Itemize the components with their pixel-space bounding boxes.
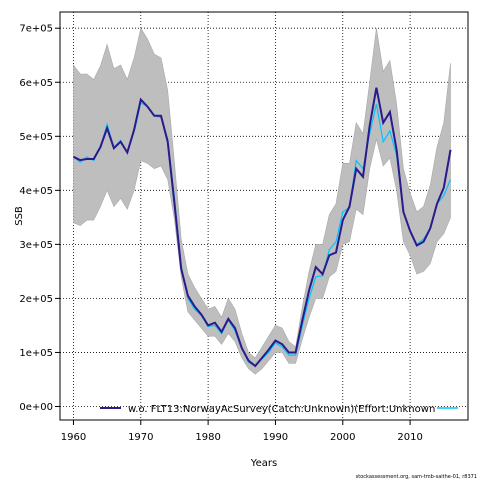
y-tick-label: 4e+05 [19, 186, 53, 197]
x-tick-label: 1980 [195, 432, 220, 443]
y-axis-title: SSB [14, 206, 25, 226]
y-axis: 0e+00 1e+05 2e+05 3e+05 4e+05 5e+05 6e+05 7e+05 [19, 24, 60, 413]
x-tick-label: 2010 [397, 432, 422, 443]
y-tick-label: 3e+05 [19, 240, 53, 251]
y-tick-label: 1e+05 [19, 348, 53, 359]
y-tick-label: 5e+05 [19, 132, 53, 143]
x-tick-label: 1990 [263, 432, 288, 443]
x-tick-label: 1960 [61, 432, 86, 443]
series-line-alternative [73, 87, 452, 368]
x-axis: 1960 1970 1980 1990 2000 2010 [61, 420, 423, 443]
x-tick-label: 1970 [128, 432, 153, 443]
y-tick-label: 0e+00 [19, 402, 53, 413]
x-tick-label: 2000 [330, 432, 355, 443]
y-tick-label: 7e+05 [19, 24, 53, 35]
confidence-band [73, 27, 451, 375]
footer-credit: stockassessment.org, sam-tmb-saithe-01, … [356, 474, 477, 480]
x-axis-title: Years [250, 458, 277, 469]
y-tick-label: 6e+05 [19, 78, 53, 89]
y-tick-label: 2e+05 [19, 294, 53, 305]
legend: w.o. FLT13:NorwayAcSurvey(Catch:Unknown)… [100, 404, 458, 415]
legend-label: w.o. FLT13:NorwayAcSurvey(Catch:Unknown)… [128, 404, 435, 415]
grid-lines [60, 12, 468, 420]
plot-frame [59, 11, 469, 421]
